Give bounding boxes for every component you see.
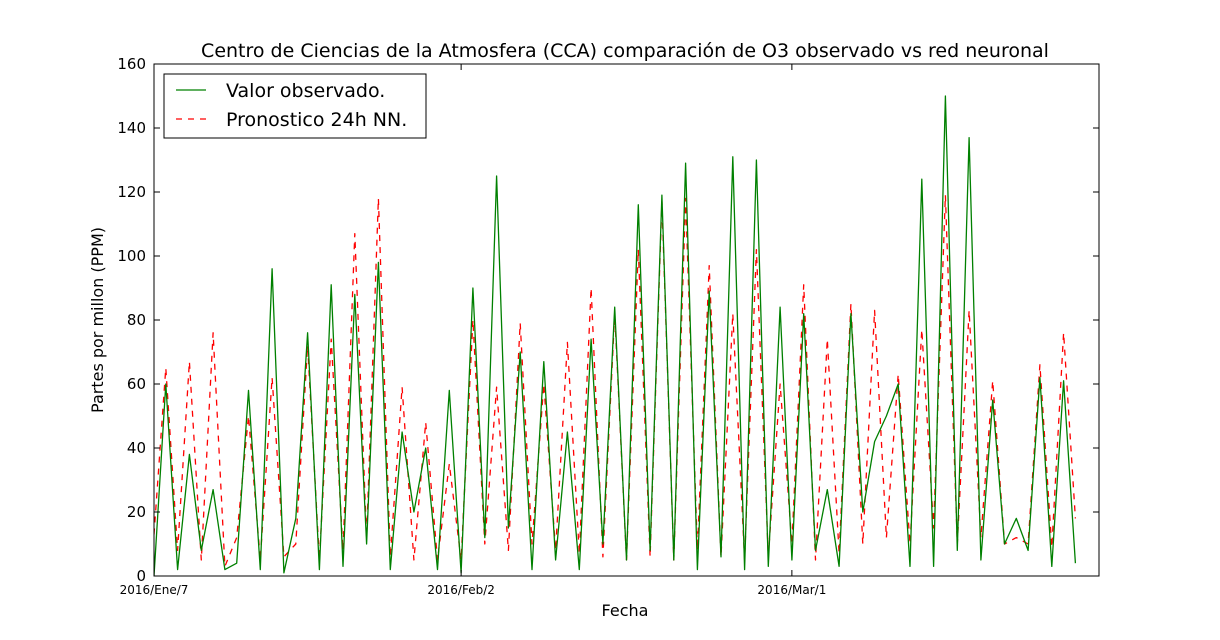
legend-label-observado: Valor observado. — [226, 80, 385, 102]
series-layer — [154, 95, 1077, 576]
y-tick-label: 0 — [136, 567, 146, 585]
chart-title: Centro de Ciencias de la Atmosfera (CCA)… — [201, 40, 1049, 62]
series-line-pronostico — [154, 194, 1077, 568]
y-tick-label: 140 — [117, 119, 146, 137]
y-axis: 0 20 40 60 80 100 120 140 160 — [117, 55, 1099, 585]
y-tick-label: 160 — [117, 55, 146, 73]
plot-frame — [153, 63, 1100, 577]
legend-box — [163, 73, 427, 139]
y-tick-label: 100 — [117, 247, 146, 265]
x-tick-label: 2016/Ene/7 — [120, 583, 189, 597]
y-axis-label: Partes por millon (PPM) — [88, 227, 107, 413]
x-axis: 2016/Ene/7 2016/Feb/2 2016/Mar/1 — [120, 64, 826, 597]
y-tick-label: 120 — [117, 183, 146, 201]
y-tick-label: 40 — [127, 439, 146, 457]
legend-label-pronostico: Pronostico 24h NN. — [226, 109, 407, 131]
y-tick-label: 20 — [127, 503, 146, 521]
x-tick-label: 2016/Feb/2 — [427, 583, 495, 597]
x-tick-label: 2016/Mar/1 — [757, 583, 826, 597]
legend: Valor observado. Pronostico 24h NN. — [163, 73, 427, 139]
x-axis-label: Fecha — [602, 601, 649, 620]
series-line-observado — [154, 95, 1077, 576]
y-tick-label: 60 — [127, 375, 146, 393]
y-tick-label: 80 — [127, 311, 146, 329]
